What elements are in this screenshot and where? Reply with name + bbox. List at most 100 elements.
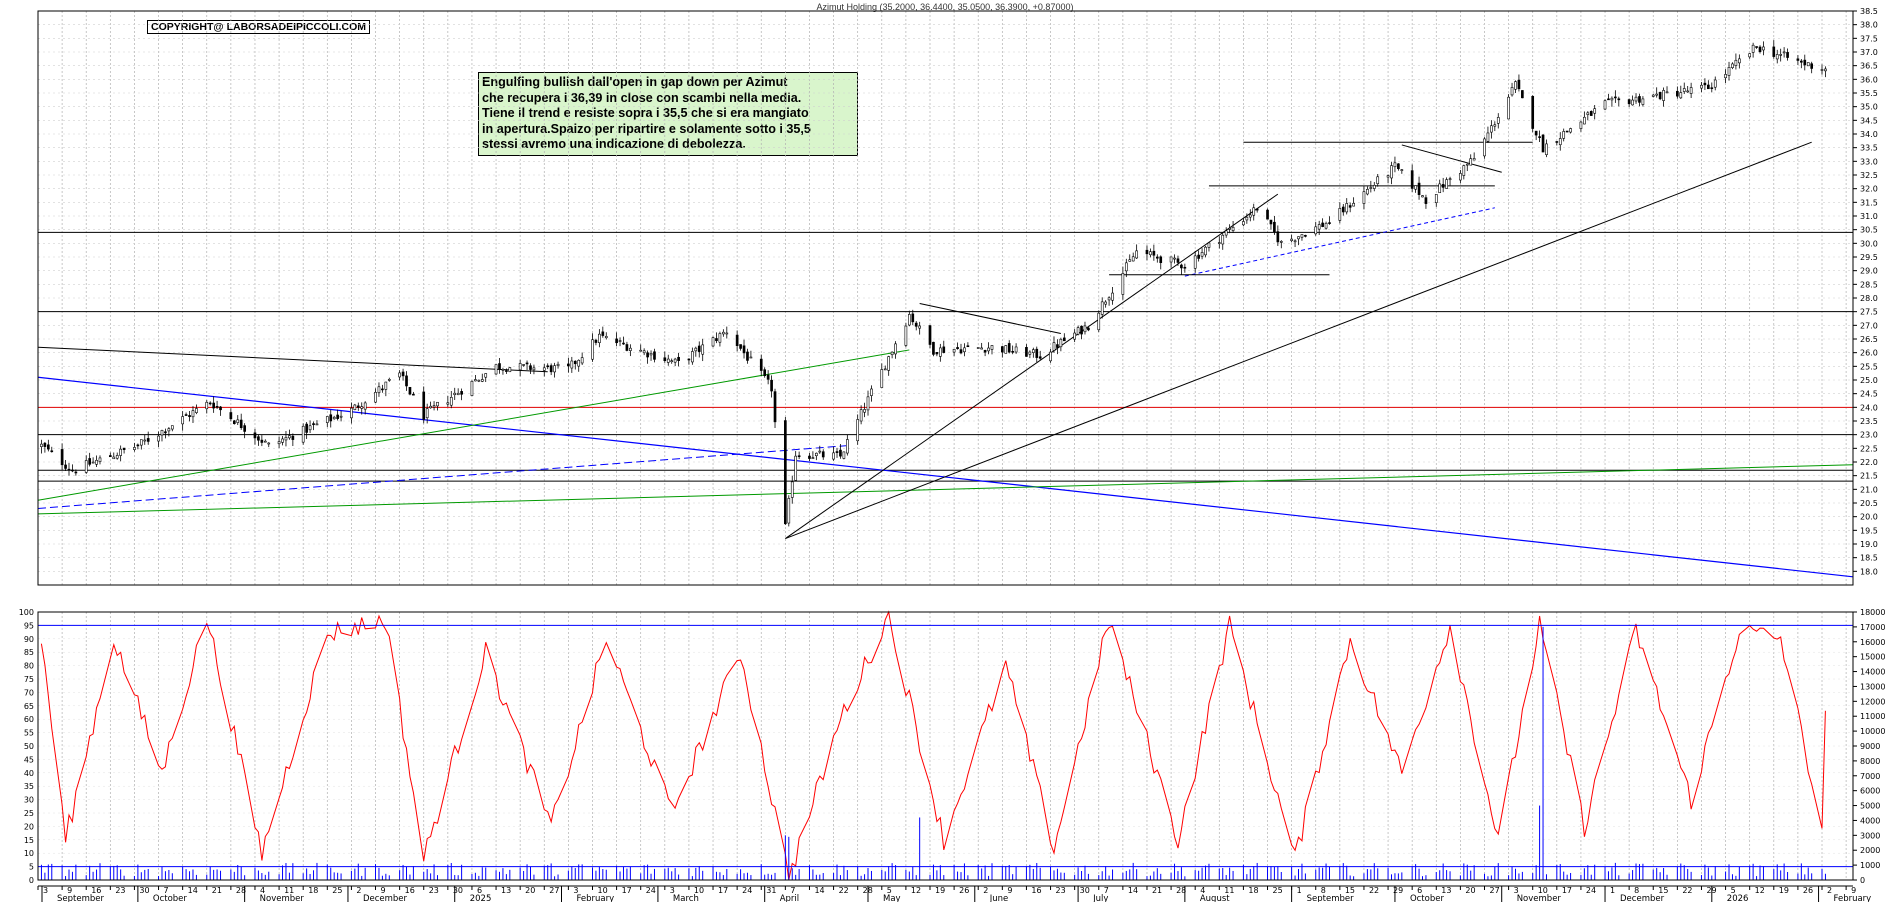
candle-body [181,416,184,425]
candle-body [1297,236,1300,240]
candle-body [622,342,625,345]
rising-trendline-steep [785,193,1279,539]
candle-body [1076,327,1080,335]
oscillator-tick-label: 30 [24,796,34,805]
candle-body [718,333,722,343]
x-tick-label: 28 [236,886,246,895]
month-label: July [1092,894,1108,902]
volume-tick-label: 17000 [1860,623,1885,632]
candle-body [229,412,233,420]
candle-body [232,420,236,425]
candle-body [701,344,705,355]
candle-body [1104,301,1107,305]
oscillator-tick-label: 25 [24,809,34,818]
candle-body [1038,356,1042,359]
candle-body [1149,251,1152,256]
price-tick-label: 25.0 [1860,376,1878,385]
candle-body [398,372,401,378]
candle-body [1510,87,1514,96]
x-tick-label: 30 [1080,886,1090,895]
volume-tick-label: 2000 [1860,846,1880,855]
candle-body [480,379,484,382]
month-label: December [1620,894,1665,902]
candle-body [963,347,966,353]
candle-body [1824,68,1827,72]
candle-body [1555,141,1559,143]
candle-body [1589,111,1593,116]
candle-body [170,425,174,430]
price-tick-label: 34.0 [1860,130,1878,139]
candle-body [1073,332,1076,340]
candle-body [567,363,570,367]
oscillator-tick-label: 70 [24,688,34,697]
candle-body [1483,138,1486,157]
candle-body [470,380,474,396]
price-tick-label: 28.0 [1860,294,1878,303]
volume-tick-label: 14000 [1860,668,1885,677]
price-tick-label: 21.0 [1860,485,1878,494]
candle-body [1341,206,1345,213]
candle-body [43,442,47,447]
candle-body [1779,54,1783,56]
candle-body [460,391,463,395]
candle-body [1707,84,1710,90]
candle-body [598,333,601,343]
x-tick-label: 6 [1417,886,1422,895]
month-label: September [1307,894,1354,902]
candle-body [577,359,581,367]
price-tick-label: 38.5 [1860,7,1878,16]
x-tick-label: 30 [139,886,149,895]
price-tick-label: 22.0 [1860,458,1878,467]
level-lines [38,231,1853,482]
candle-body [866,396,870,411]
dashed-blue-channel [1184,207,1495,277]
candle-body [1228,227,1231,230]
candle-body [983,350,987,353]
price-tick-label: 20.5 [1860,499,1878,508]
oscillator-tick-label: 100 [19,608,34,617]
x-tick-label: 28 [1176,886,1186,895]
candle-body [570,360,574,369]
candle-body [1810,63,1814,69]
candle-body [1631,99,1634,106]
candle-body [1121,273,1125,295]
x-tick-label: 16 [1031,886,1041,895]
candle-body [1300,234,1304,238]
x-tick-label: 17 [718,886,728,895]
candle-body [670,360,674,363]
candle-body [456,392,460,396]
candle-body [1290,238,1293,241]
candle-body [1304,234,1307,237]
candle-body [1806,62,1810,67]
candle-body [1762,46,1765,51]
price-tick-label: 29.5 [1860,253,1878,262]
candle-body [1176,258,1180,263]
candle-body [1820,69,1824,71]
candle-body [1558,138,1562,146]
x-tick-label: 6 [477,886,482,895]
x-tick-label: 1 [1297,886,1302,895]
candle-body [1324,222,1328,229]
volume-tick-label: 5000 [1860,802,1880,811]
candle-body [1534,130,1538,136]
dashed-blue-support [37,445,848,509]
candle-body [580,357,584,364]
oscillator-tick-label: 65 [24,702,34,711]
candle-body [1376,176,1380,185]
candle-body [363,402,367,410]
candle-body [115,455,119,459]
candle-body [1617,98,1621,101]
candle-body [911,313,915,323]
candle-body [1586,112,1590,115]
candle-body [1448,178,1452,181]
candle-body [1317,224,1321,230]
candle-body [139,439,143,446]
price-tick-label: 29.0 [1860,267,1878,276]
candle-body [794,455,798,481]
candle-body [1314,226,1318,235]
candle-body [122,447,126,450]
price-tick-label: 38.0 [1860,21,1878,30]
grid [37,10,1853,881]
candle-body [987,347,990,352]
axes: 3 9 16 23 30 7 14 21 28 4 11 18 25 2 9 16 23 30 6 13 20 27 3 10… [19,7,1885,902]
